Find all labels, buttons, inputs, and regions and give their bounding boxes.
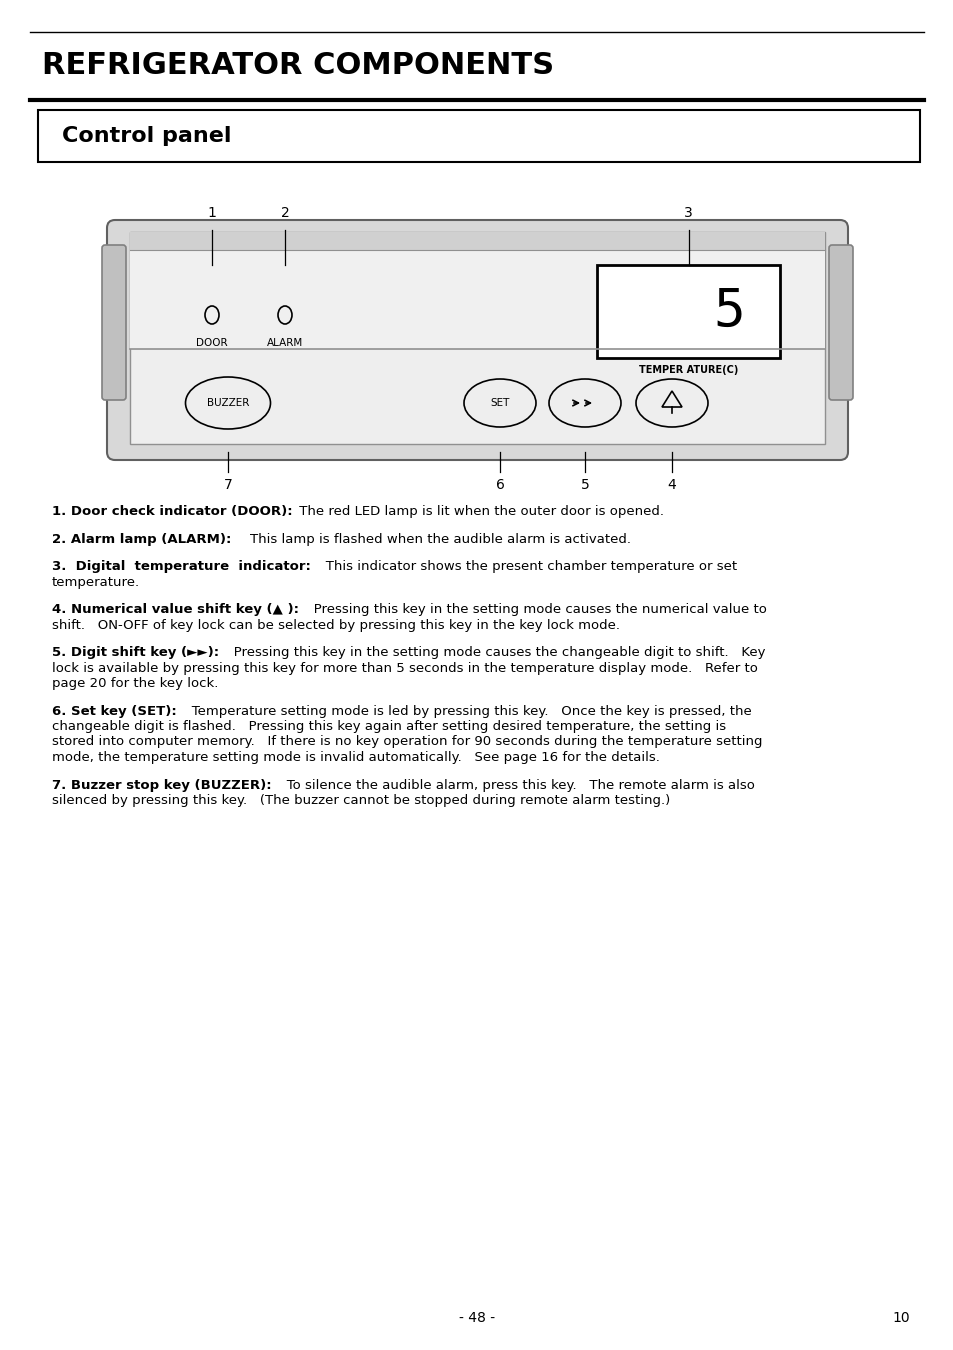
Text: 2: 2 [280,207,289,220]
Text: BUZZER: BUZZER [207,398,249,408]
Text: Temperature setting mode is led by pressing this key.   Once the key is pressed,: Temperature setting mode is led by press… [178,705,751,717]
Text: silenced by pressing this key.   (The buzzer cannot be stopped during remote ala: silenced by pressing this key. (The buzz… [52,794,670,807]
Text: 3: 3 [683,207,692,220]
Text: This indicator shows the present chamber temperature or set: This indicator shows the present chamber… [313,560,737,572]
Text: Control panel: Control panel [62,126,232,146]
Text: stored into computer memory.   If there is no key operation for 90 seconds durin: stored into computer memory. If there is… [52,736,761,748]
Text: The red LED lamp is lit when the outer door is opened.: The red LED lamp is lit when the outer d… [294,505,663,518]
Text: page 20 for the key lock.: page 20 for the key lock. [52,676,218,690]
Text: mode, the temperature setting mode is invalid automatically.   See page 16 for t: mode, the temperature setting mode is in… [52,751,659,764]
Text: changeable digit is flashed.   Pressing this key again after setting desired tem: changeable digit is flashed. Pressing th… [52,720,725,733]
Text: Pressing this key in the setting mode causes the numerical value to: Pressing this key in the setting mode ca… [301,603,766,616]
Text: 6. Set key (SET):: 6. Set key (SET): [52,705,176,717]
Text: 4: 4 [667,478,676,491]
Text: 1: 1 [208,207,216,220]
Text: 10: 10 [891,1311,909,1324]
Text: 6: 6 [495,478,504,491]
Text: This lamp is flashed when the audible alarm is activated.: This lamp is flashed when the audible al… [233,532,631,545]
Bar [597,265,780,358]
Bar [130,232,824,250]
Bar [130,232,824,348]
Text: - 48 -: - 48 - [458,1311,495,1324]
Text: 4. Numerical value shift key (▲ ):: 4. Numerical value shift key (▲ ): [52,603,298,616]
Text: lock is available by pressing this key for more than 5 seconds in the temperatur: lock is available by pressing this key f… [52,662,757,675]
FancyBboxPatch shape [102,244,126,400]
Text: TEMPER ATURE(C): TEMPER ATURE(C) [639,364,738,375]
Text: 5: 5 [580,478,589,491]
Text: Pressing this key in the setting mode causes the changeable digit to shift.   Ke: Pressing this key in the setting mode ca… [221,647,765,659]
Text: SET: SET [490,398,509,408]
Text: shift.   ON-OFF of key lock can be selected by pressing this key in the key lock: shift. ON-OFF of key lock can be selecte… [52,618,619,632]
FancyBboxPatch shape [130,232,824,444]
Text: 1. Door check indicator (DOOR):: 1. Door check indicator (DOOR): [52,505,293,518]
Text: 7. Buzzer stop key (BUZZER):: 7. Buzzer stop key (BUZZER): [52,779,272,791]
FancyBboxPatch shape [828,244,852,400]
Text: ALARM: ALARM [267,338,303,348]
Text: 7: 7 [223,478,233,491]
Text: 2. Alarm lamp (ALARM):: 2. Alarm lamp (ALARM): [52,532,232,545]
Text: REFRIGERATOR COMPONENTS: REFRIGERATOR COMPONENTS [42,50,554,80]
Text: DOOR: DOOR [196,338,228,348]
Bar [38,109,919,162]
Text: temperature.: temperature. [52,575,140,589]
Text: 3.  Digital  temperature  indicator:: 3. Digital temperature indicator: [52,560,311,572]
Text: To silence the audible alarm, press this key.   The remote alarm is also: To silence the audible alarm, press this… [274,779,754,791]
FancyBboxPatch shape [107,220,847,460]
Text: 5: 5 [712,285,744,338]
Text: 5. Digit shift key (►►):: 5. Digit shift key (►►): [52,647,219,659]
